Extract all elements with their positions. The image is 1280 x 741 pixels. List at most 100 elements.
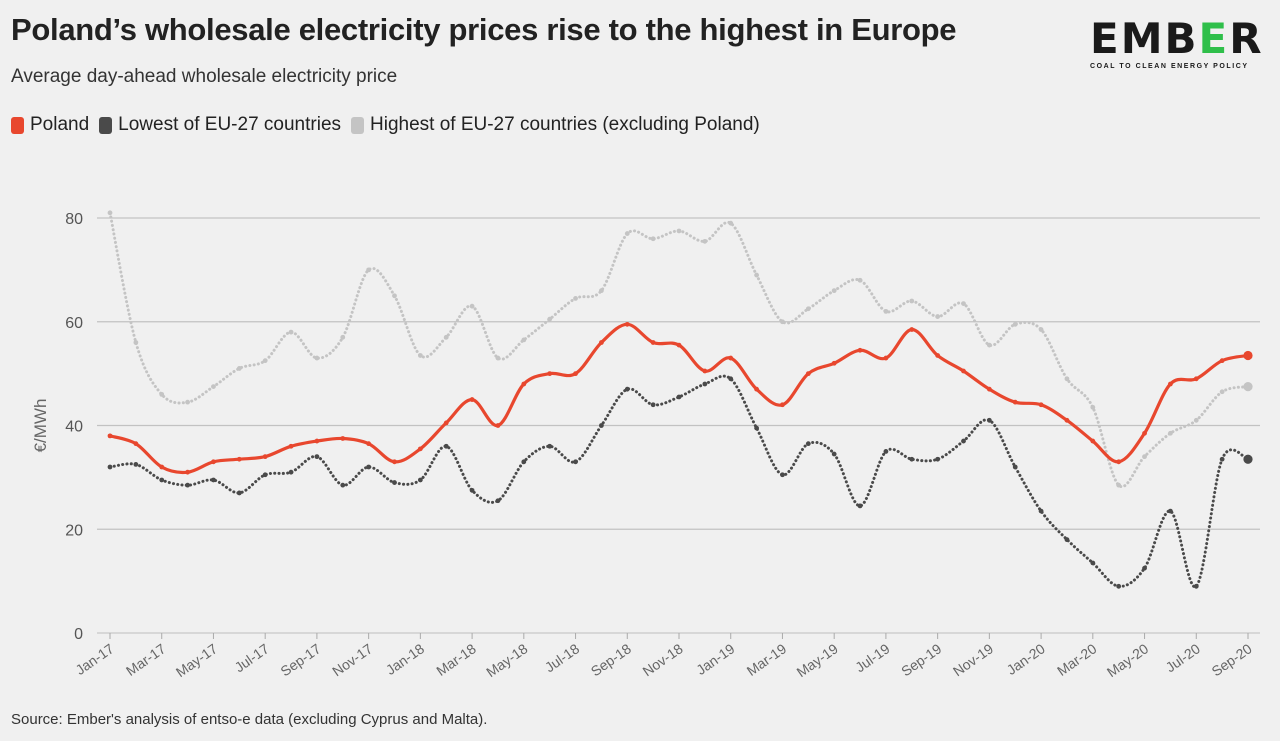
series-lowest xyxy=(107,374,1253,589)
data-point-poland xyxy=(1090,438,1096,444)
data-point-highest xyxy=(1243,381,1253,392)
data-point-poland xyxy=(366,441,372,447)
data-point-lowest xyxy=(417,477,423,483)
x-tick-label: Sep-19 xyxy=(898,640,944,679)
data-point-lowest xyxy=(392,480,397,485)
data-point-poland xyxy=(599,340,604,345)
data-point-lowest xyxy=(185,482,190,488)
logo-wordmark: EMBER xyxy=(1090,16,1265,62)
data-point-poland xyxy=(521,381,527,387)
data-point-highest xyxy=(573,296,578,301)
data-point-poland xyxy=(805,371,811,377)
legend-item-poland: Poland xyxy=(11,114,89,136)
x-tick-label: Mar-17 xyxy=(123,640,169,679)
data-point-poland xyxy=(573,371,578,377)
x-tick-label: Nov-17 xyxy=(329,640,375,679)
series-line-highest xyxy=(108,211,1250,489)
data-point-highest xyxy=(521,337,527,343)
data-point-lowest xyxy=(909,456,915,462)
x-tick-label: Jan-19 xyxy=(693,640,737,678)
y-tick-label: 80 xyxy=(65,211,83,228)
x-tick-label: Mar-18 xyxy=(433,640,479,679)
y-tick-label: 40 xyxy=(65,419,83,436)
x-tick-label: Jul-17 xyxy=(231,640,272,675)
data-point-poland xyxy=(754,386,759,392)
x-tick-label: May-20 xyxy=(1104,640,1152,680)
data-point-highest xyxy=(185,399,190,405)
data-point-lowest xyxy=(573,459,578,465)
data-point-lowest xyxy=(1064,537,1070,543)
data-point-poland xyxy=(185,469,190,475)
data-point-highest xyxy=(495,355,501,361)
data-point-lowest xyxy=(262,472,268,478)
data-point-lowest xyxy=(443,443,449,449)
data-point-lowest xyxy=(1193,583,1199,589)
data-point-poland xyxy=(986,386,992,392)
data-point-highest xyxy=(857,277,863,283)
data-point-lowest xyxy=(314,454,320,460)
series-line-lowest xyxy=(108,374,1250,589)
data-point-poland xyxy=(857,347,863,353)
data-point-lowest xyxy=(650,402,656,408)
data-point-lowest xyxy=(211,477,216,483)
x-tick-label: Jul-19 xyxy=(852,640,893,675)
x-tick-label: Jul-20 xyxy=(1163,640,1204,675)
data-point-poland xyxy=(107,433,113,439)
logo-word-part2: R xyxy=(1229,14,1264,63)
data-point-poland xyxy=(392,459,397,465)
x-tick-label: Nov-19 xyxy=(950,640,996,679)
data-point-highest xyxy=(443,334,449,340)
data-point-highest xyxy=(107,210,113,216)
data-point-poland xyxy=(1064,417,1070,423)
data-point-lowest xyxy=(986,417,992,423)
data-point-poland xyxy=(1243,350,1253,361)
data-point-highest xyxy=(831,288,837,294)
source-note: Source: Ember's analysis of entso-e data… xyxy=(11,711,488,728)
data-point-poland xyxy=(314,438,320,444)
data-point-lowest xyxy=(624,386,630,392)
data-point-lowest xyxy=(133,462,139,467)
data-point-lowest xyxy=(1219,456,1225,462)
data-point-poland xyxy=(1116,459,1122,465)
data-point-highest xyxy=(392,293,397,299)
data-point-highest xyxy=(314,355,320,361)
data-point-highest xyxy=(754,272,759,278)
data-point-lowest xyxy=(236,490,242,496)
data-point-poland xyxy=(236,456,242,462)
data-point-lowest xyxy=(935,456,941,462)
data-point-highest xyxy=(1193,417,1199,423)
data-point-poland xyxy=(469,397,475,402)
y-axis-label: €/MWh xyxy=(31,399,50,453)
data-point-lowest xyxy=(805,441,811,447)
data-point-lowest xyxy=(547,443,553,449)
data-point-highest xyxy=(1038,327,1044,332)
data-point-lowest xyxy=(857,503,863,509)
data-point-lowest xyxy=(521,459,527,465)
logo-word-accent: E xyxy=(1198,14,1230,63)
data-point-lowest xyxy=(107,464,113,470)
data-point-highest xyxy=(417,353,423,358)
data-point-highest xyxy=(366,267,372,273)
data-point-highest xyxy=(883,308,889,314)
data-point-lowest xyxy=(1142,565,1147,571)
data-point-lowest xyxy=(676,394,682,400)
ember-logo: EMBER COAL TO CLEAN ENERGY POLICY xyxy=(1090,16,1265,71)
data-point-highest xyxy=(340,334,346,340)
x-tick-label: Mar-20 xyxy=(1054,640,1100,679)
legend-swatch-lowest xyxy=(99,116,113,134)
data-point-poland xyxy=(780,402,785,408)
data-point-highest xyxy=(236,366,242,371)
data-point-poland xyxy=(1193,376,1199,382)
data-point-highest xyxy=(1012,321,1018,327)
data-point-poland xyxy=(831,360,837,366)
x-tick-label: Sep-18 xyxy=(588,640,634,679)
data-point-highest xyxy=(288,329,294,335)
data-point-lowest xyxy=(1243,454,1253,464)
data-point-poland xyxy=(883,355,889,361)
data-point-highest xyxy=(599,288,604,294)
x-tick-label: May-19 xyxy=(793,640,841,680)
data-point-poland xyxy=(133,441,139,447)
y-tick-label: 20 xyxy=(65,522,83,539)
